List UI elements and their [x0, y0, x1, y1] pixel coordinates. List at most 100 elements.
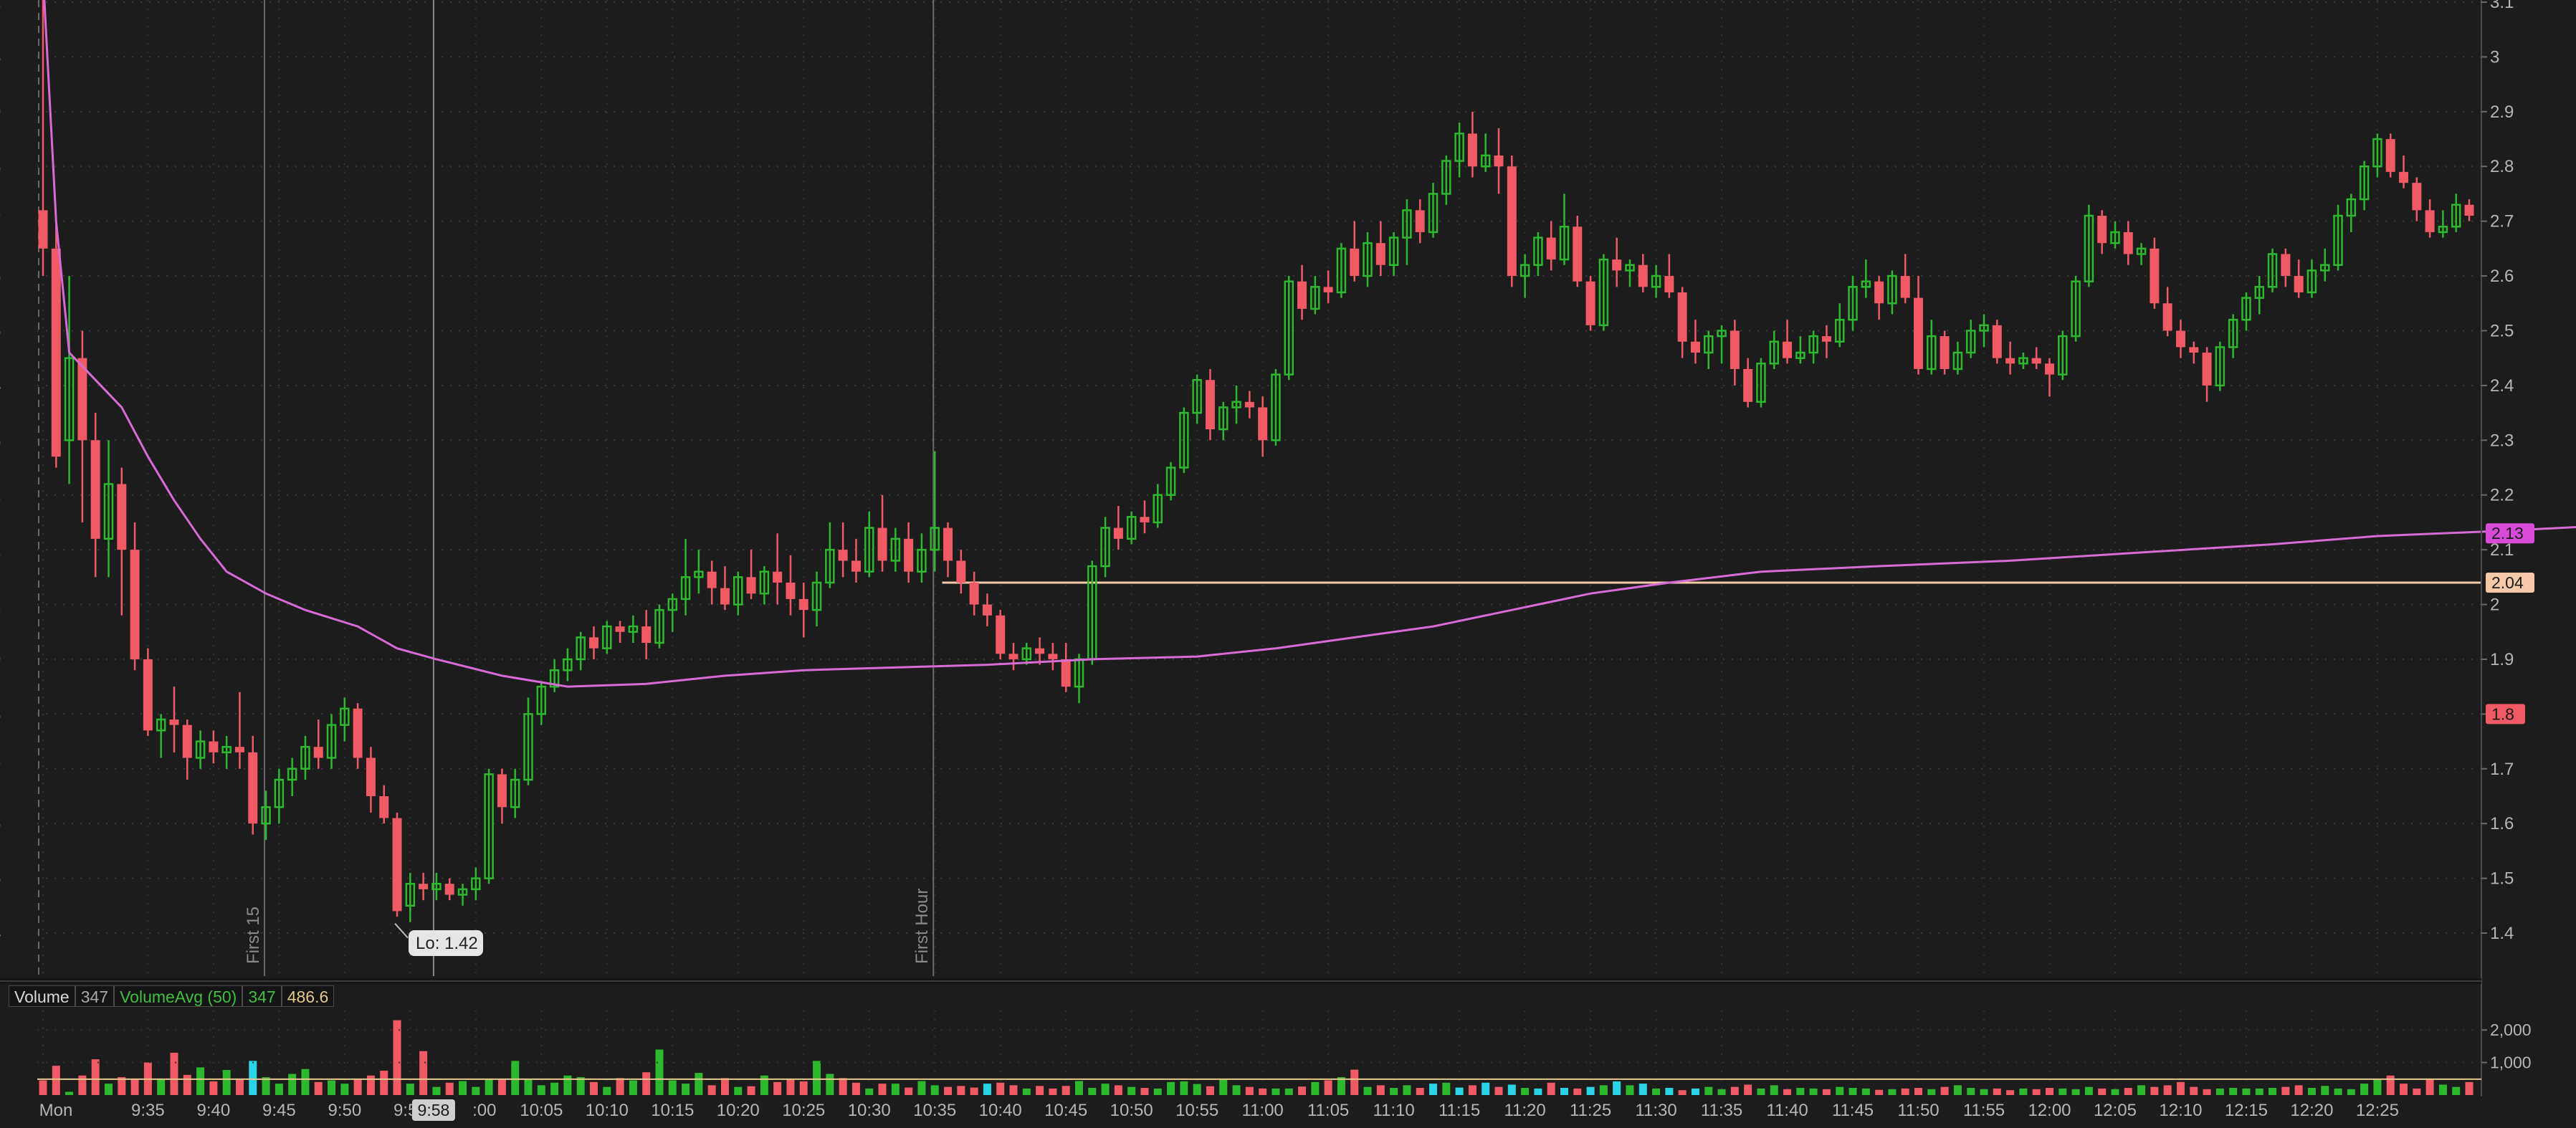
candle-body-up: [680, 576, 691, 601]
volume-bar: [1140, 1088, 1149, 1095]
volume-bar: [1836, 1086, 1844, 1095]
candle-body-up: [2372, 138, 2382, 168]
volume-bar: [459, 1081, 467, 1095]
candle-body-down: [1008, 654, 1019, 659]
candle-body-up: [1480, 154, 1491, 168]
left-price-tick-label: 9: [0, 102, 1, 122]
volume-bar: [1390, 1088, 1398, 1095]
candle-body-up: [195, 740, 206, 759]
volume-bar: [1770, 1085, 1778, 1095]
candle-body-up: [917, 548, 927, 573]
volume-bar: [2190, 1086, 2198, 1095]
volume-bar: [2059, 1088, 2067, 1095]
candle-body-up: [484, 773, 494, 879]
volume-bar: [1993, 1088, 2001, 1095]
volume-tick-label: 1,000: [2490, 1053, 2532, 1072]
candle-body-down: [51, 248, 61, 457]
price-tick-label: 1.9: [2490, 650, 2514, 669]
candle-body-up: [1153, 494, 1163, 524]
candle-body-up: [1965, 330, 1976, 354]
candle-body-up: [1795, 351, 1805, 359]
candle-body-up: [103, 483, 114, 540]
candle-body-up: [536, 685, 547, 715]
volume-bar: [1730, 1086, 1739, 1095]
candle-body-down: [1061, 659, 1071, 687]
candle-body-up: [549, 669, 560, 688]
candle-body-down: [2385, 139, 2395, 172]
time-tick-label: 11:30: [1635, 1101, 1676, 1120]
left-price-tick-label: 5: [0, 321, 1, 340]
volume-bar: [734, 1086, 743, 1095]
volume-bar: [2137, 1085, 2146, 1095]
candle-body-down: [851, 560, 861, 572]
candle-body-down: [117, 484, 127, 550]
time-tick-label: 10:05: [520, 1101, 563, 1120]
volume-bar: [1678, 1090, 1687, 1095]
candle-body-down: [1467, 133, 1477, 167]
candle-body-up: [576, 636, 586, 661]
volume-bar: [1796, 1088, 1805, 1095]
volume-bar: [2452, 1086, 2461, 1095]
candle-body-down: [1350, 248, 1360, 277]
price-tick-label: 1.7: [2490, 760, 2514, 779]
volume-bar: [773, 1081, 782, 1095]
candle-body-up: [1927, 335, 1937, 371]
volume-bar: [314, 1081, 323, 1095]
candle-body-up: [1165, 467, 1176, 496]
volume-bar: [930, 1085, 939, 1095]
candle-body-down: [2399, 171, 2409, 183]
price-tick-label: 1.6: [2490, 814, 2514, 833]
volume-bar: [1534, 1088, 1542, 1095]
volume-avg-number: 486.6: [281, 985, 335, 1007]
volume-bar: [2294, 1085, 2303, 1095]
volume-bar: [1114, 1085, 1122, 1095]
volume-value: 347: [75, 985, 115, 1007]
volume-bar: [1324, 1080, 1332, 1095]
price-tick-label: 2: [2490, 596, 2499, 615]
volume-bar: [996, 1082, 1005, 1095]
candle-body-up: [326, 724, 337, 759]
candle-body-down: [1258, 407, 1268, 441]
left-price-tick-label: 2: [0, 596, 1, 615]
candle-body-down: [2150, 248, 2160, 304]
volume-bar: [1127, 1086, 1136, 1095]
volume-bar: [1494, 1086, 1503, 1095]
volume-bar: [1861, 1088, 1870, 1095]
candle-body-down: [1244, 401, 1254, 408]
candle-body-up: [2110, 231, 2120, 244]
time-tick-label: 10:25: [782, 1101, 825, 1120]
volume-bar: [1691, 1088, 1699, 1095]
volume-bar: [104, 1084, 113, 1095]
time-tick-label: 9:50: [328, 1101, 361, 1120]
volume-bar: [2281, 1086, 2290, 1095]
candle-body-up: [2254, 286, 2264, 299]
candle-body-up: [274, 778, 285, 808]
time-tick-label: 11:40: [1766, 1101, 1808, 1120]
left-price-tick-label: 4: [0, 924, 1, 943]
candle-body-up: [1598, 258, 1609, 327]
volume-bar: [353, 1079, 362, 1095]
candle-body-up: [1336, 247, 1347, 294]
volume-bar: [1259, 1088, 1267, 1095]
candle-body-down: [1900, 276, 1910, 298]
volume-bar: [1757, 1088, 1765, 1095]
candle-body-up: [1651, 274, 1661, 288]
volume-bar: [524, 1079, 533, 1095]
volume-bar: [52, 1066, 60, 1095]
time-tick-label-partial: :00: [472, 1101, 496, 1120]
price-tick-label: 2.3: [2490, 431, 2514, 450]
candle-body-down: [1992, 325, 2002, 358]
volume-bar: [616, 1078, 624, 1095]
candle-body-up: [825, 548, 835, 584]
volume-bar: [760, 1075, 768, 1095]
volume-bar: [2124, 1088, 2132, 1095]
volume-bar: [196, 1067, 205, 1095]
candle-body-up: [1428, 193, 1439, 234]
candle-body-down: [2175, 330, 2185, 348]
volume-bar: [222, 1070, 231, 1095]
volume-bar: [2400, 1084, 2408, 1095]
time-tick-label: 9:35: [131, 1101, 165, 1120]
candle-body-up: [405, 882, 416, 907]
